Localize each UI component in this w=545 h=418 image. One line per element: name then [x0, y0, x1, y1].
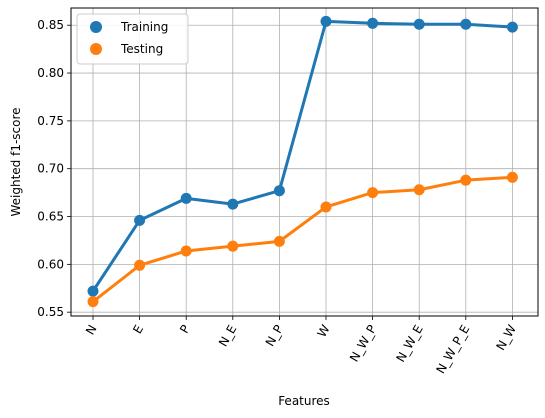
data-point-training	[413, 18, 425, 30]
series-line-training	[91, 19, 514, 293]
data-point-testing	[460, 174, 472, 186]
data-point-training	[506, 21, 518, 33]
data-point-training	[367, 17, 379, 29]
data-point-training	[273, 185, 285, 197]
data-point-testing	[320, 201, 332, 213]
legend-label-training: Training	[120, 20, 168, 34]
y-axis: 0.55 0.60 0.65 0.70 0.75 0.80 0.85	[37, 18, 71, 319]
y-tick-label: 0.80	[37, 66, 64, 80]
y-axis-label: Weighted f1-score	[9, 107, 23, 216]
x-tick-label: E	[130, 323, 146, 337]
data-point-testing	[180, 245, 192, 257]
grid	[71, 8, 538, 316]
data-point-testing	[134, 259, 146, 271]
data-point-training	[320, 15, 332, 27]
x-tick-label: N_W	[493, 322, 519, 352]
x-tick-label: N	[83, 323, 100, 338]
data-point-testing	[227, 240, 239, 252]
y-tick-label: 0.70	[37, 162, 64, 176]
x-tick-label: N_W_P	[347, 323, 379, 365]
y-tick-label: 0.65	[37, 210, 64, 224]
y-tick-label: 0.85	[37, 18, 64, 32]
x-tick-label: N_P	[263, 323, 286, 349]
x-tick-label: W	[315, 322, 333, 339]
legend-box	[76, 13, 189, 65]
legend-marker-training	[90, 21, 102, 33]
data-point-testing	[273, 235, 285, 247]
x-axis: N E P N_E N_P W N_W_P N_W_E N_W_P_E N_W	[83, 316, 519, 376]
legend: Training Testing	[76, 13, 189, 65]
y-tick-label: 0.75	[37, 114, 64, 128]
x-tick-label: N_W_E	[393, 323, 425, 365]
data-point-training	[134, 214, 146, 226]
legend-label-testing: Testing	[120, 42, 163, 56]
x-axis-label: Features	[278, 394, 330, 408]
y-tick-label: 0.55	[37, 305, 64, 319]
data-point-training	[460, 18, 472, 30]
data-point-testing	[87, 296, 99, 308]
data-point-testing	[506, 171, 518, 183]
data-point-training	[87, 285, 99, 297]
series-line-testing	[91, 175, 514, 304]
plot-frame	[70, 7, 539, 317]
x-tick-label: N_W_P_E	[433, 323, 472, 376]
data-point-testing	[367, 187, 379, 199]
x-tick-label: N_E	[216, 323, 239, 350]
series-layer	[87, 15, 518, 308]
data-point-training	[227, 198, 239, 210]
legend-marker-testing	[90, 43, 102, 55]
x-tick-label: P	[177, 323, 193, 336]
data-point-training	[180, 192, 192, 204]
y-tick-label: 0.60	[37, 257, 64, 271]
data-point-testing	[413, 184, 425, 196]
